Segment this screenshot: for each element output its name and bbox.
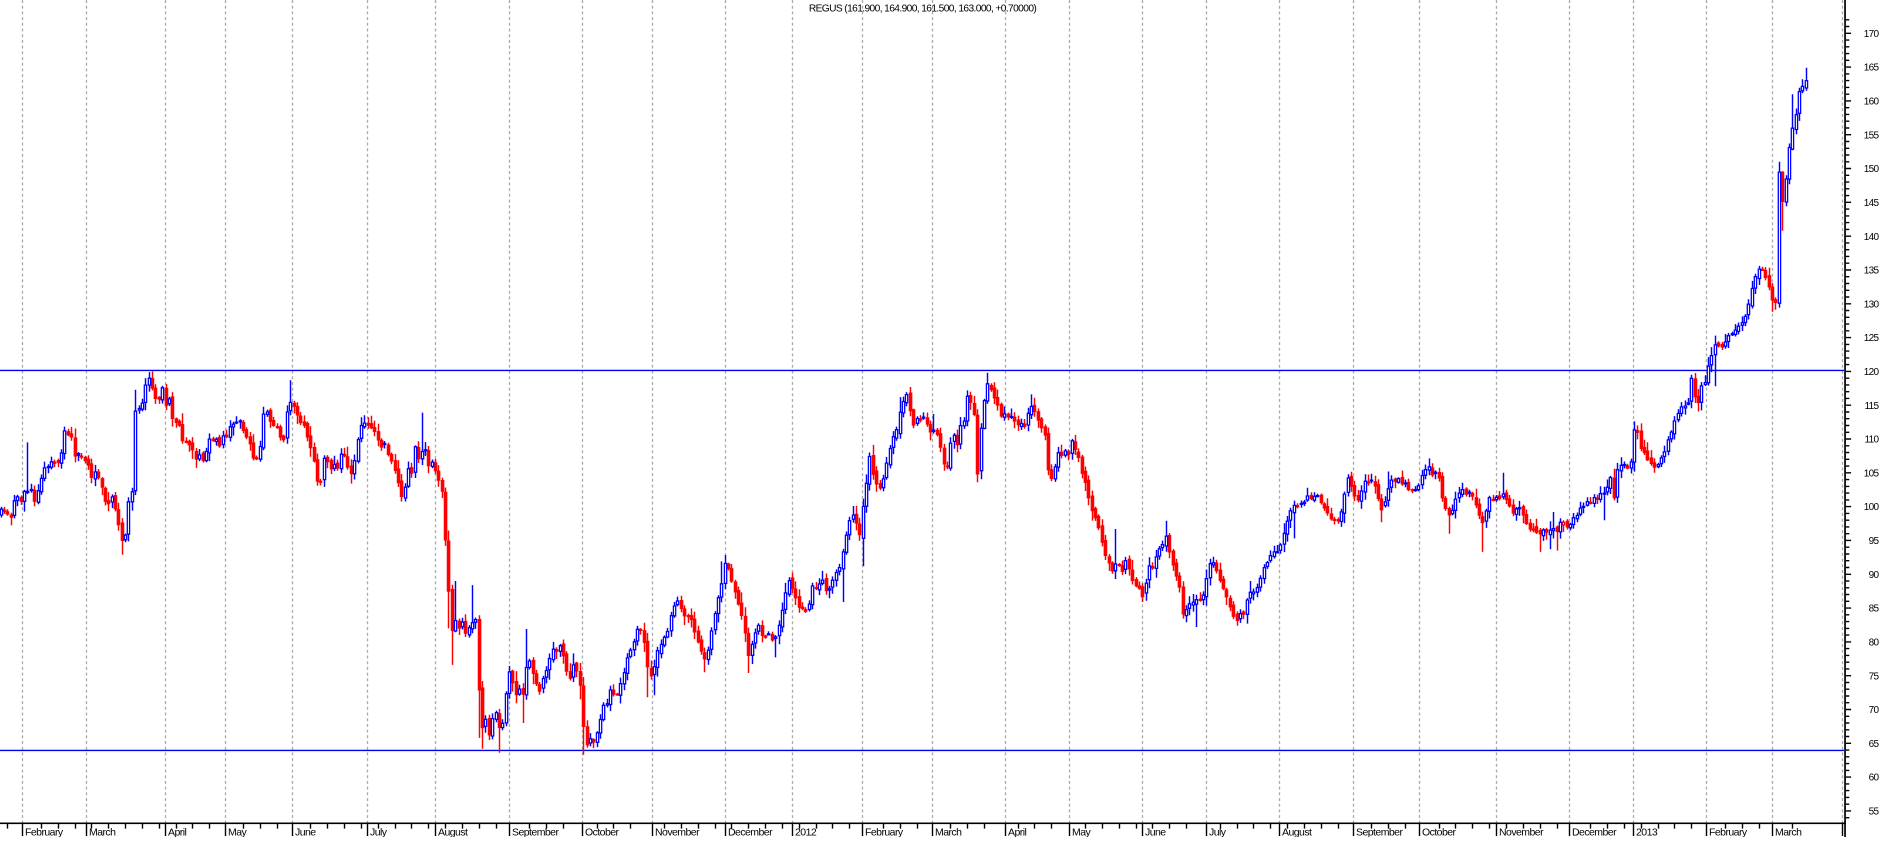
- svg-text:140: 140: [1864, 232, 1880, 243]
- svg-text:110: 110: [1865, 435, 1880, 446]
- svg-text:September: September: [1356, 827, 1403, 838]
- svg-text:March: March: [1775, 827, 1802, 838]
- svg-text:145: 145: [1864, 198, 1880, 209]
- svg-text:August: August: [438, 827, 468, 838]
- svg-text:May: May: [228, 827, 247, 838]
- svg-text:165: 165: [1864, 63, 1880, 74]
- svg-text:July: July: [1209, 827, 1227, 838]
- svg-text:105: 105: [1864, 468, 1880, 479]
- svg-text:June: June: [1145, 827, 1166, 838]
- svg-text:60: 60: [1869, 773, 1880, 784]
- svg-text:2013: 2013: [1636, 827, 1658, 838]
- svg-text:55: 55: [1869, 807, 1880, 818]
- svg-text:February: February: [25, 827, 64, 838]
- svg-text:November: November: [655, 827, 700, 838]
- svg-text:150: 150: [1864, 164, 1880, 175]
- svg-text:160: 160: [1864, 97, 1880, 108]
- svg-text:100: 100: [1864, 502, 1880, 513]
- svg-text:August: August: [1282, 827, 1312, 838]
- svg-text:90: 90: [1869, 570, 1880, 581]
- svg-text:95: 95: [1869, 536, 1880, 547]
- svg-text:October: October: [585, 827, 620, 838]
- svg-text:125: 125: [1864, 333, 1880, 344]
- svg-text:130: 130: [1864, 299, 1880, 310]
- svg-text:120: 120: [1864, 367, 1880, 378]
- svg-text:65: 65: [1869, 739, 1880, 750]
- svg-text:155: 155: [1864, 130, 1880, 141]
- svg-text:2012: 2012: [795, 827, 817, 838]
- svg-text:March: March: [89, 827, 116, 838]
- svg-text:April: April: [168, 827, 186, 838]
- svg-text:September: September: [512, 827, 559, 838]
- svg-text:December: December: [1572, 827, 1617, 838]
- svg-text:June: June: [295, 827, 316, 838]
- svg-text:May: May: [1072, 827, 1091, 838]
- svg-text:April: April: [1008, 827, 1026, 838]
- svg-text:December: December: [728, 827, 773, 838]
- svg-text:70: 70: [1869, 705, 1880, 716]
- svg-text:February: February: [1709, 827, 1748, 838]
- svg-text:75: 75: [1869, 671, 1880, 682]
- svg-text:80: 80: [1869, 638, 1880, 649]
- svg-text:July: July: [370, 827, 388, 838]
- svg-text:170: 170: [1864, 29, 1880, 40]
- svg-text:February: February: [865, 827, 904, 838]
- svg-text:115: 115: [1865, 401, 1880, 412]
- svg-text:March: March: [935, 827, 962, 838]
- svg-text:135: 135: [1864, 266, 1880, 277]
- svg-text:REGUS (161.900, 164.900, 161.5: REGUS (161.900, 164.900, 161.500, 163.00…: [809, 4, 1037, 15]
- svg-text:November: November: [1499, 827, 1544, 838]
- svg-text:October: October: [1422, 827, 1457, 838]
- svg-text:85: 85: [1869, 604, 1880, 615]
